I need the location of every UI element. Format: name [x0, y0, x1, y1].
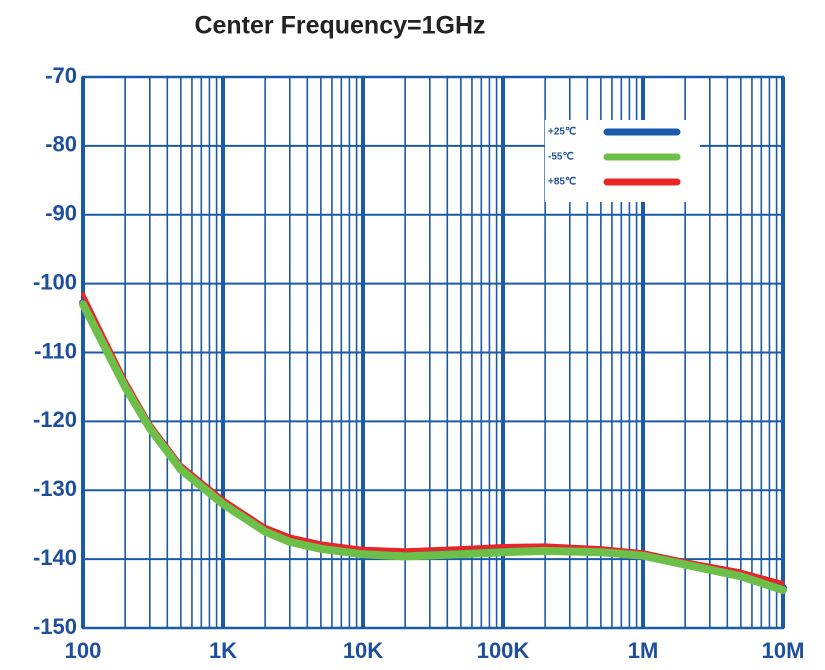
y-tick-label: -80 [45, 132, 77, 157]
y-tick-label: -70 [45, 63, 77, 88]
chart-title: Center Frequency=1GHz [194, 12, 485, 40]
y-tick-label: -140 [33, 545, 77, 570]
legend-label: +25℃ [548, 127, 576, 138]
y-tick-label: -110 [34, 338, 77, 363]
x-tick-label: 100K [477, 638, 530, 663]
x-tick-label: 10K [343, 638, 383, 663]
plot-frame [81, 75, 785, 630]
y-tick-label: -130 [33, 476, 77, 501]
x-tick-label: 1M [628, 638, 659, 663]
legend-label: -55℃ [548, 152, 574, 163]
y-tick-label: -120 [33, 407, 77, 432]
x-tick-label: 100 [65, 638, 102, 663]
legend-label: +85℃ [548, 177, 576, 188]
x-tick-label: 1K [209, 638, 237, 663]
series-line [79, 300, 787, 595]
y-tick-label: -90 [45, 201, 77, 226]
y-tick-label: -100 [33, 269, 77, 294]
y-tick-label: -150 [33, 614, 77, 639]
x-tick-label: 10M [762, 638, 805, 663]
